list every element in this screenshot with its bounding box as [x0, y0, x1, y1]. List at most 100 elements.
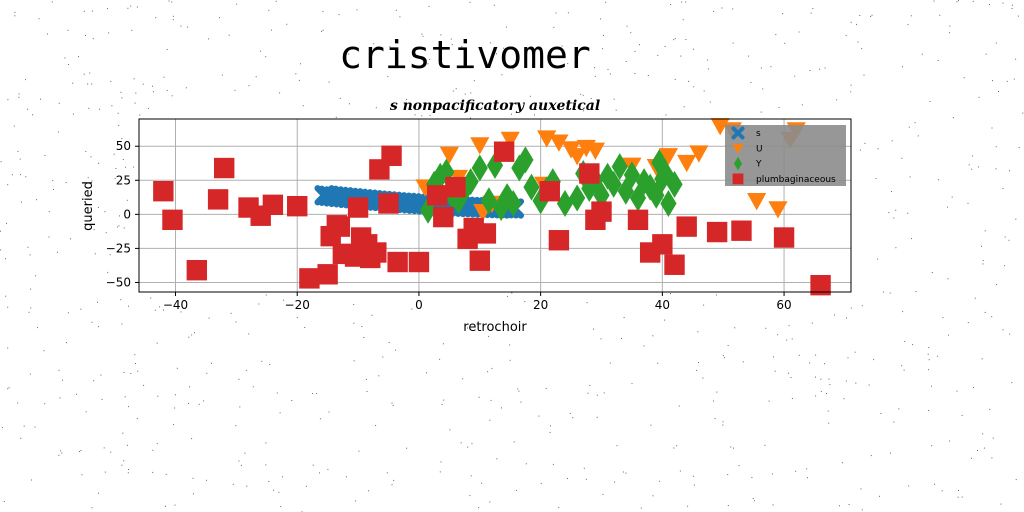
noise-dot [623, 317, 625, 318]
noise-dot [155, 17, 157, 19]
noise-dot [664, 46, 666, 47]
data-point [381, 145, 402, 166]
noise-dot [569, 412, 571, 414]
data-point [347, 197, 369, 218]
noise-dot [72, 113, 74, 115]
noise-dot [995, 168, 997, 170]
noise-dot [630, 32, 632, 34]
noise-dot [238, 460, 240, 462]
data-point [317, 264, 338, 285]
noise-dot [910, 15, 912, 17]
data-point [517, 146, 534, 174]
noise-dot [772, 504, 774, 506]
noise-dot [961, 496, 963, 498]
noise-dot [258, 303, 260, 305]
noise-dot [1008, 239, 1010, 241]
noise-dot [1004, 236, 1006, 238]
noise-dot [875, 178, 877, 180]
noise-dot [1015, 218, 1017, 220]
noise-dot [76, 393, 77, 395]
noise-dot [159, 306, 161, 308]
noise-dot [841, 462, 843, 464]
noise-dot [180, 311, 182, 313]
noise-dot [845, 380, 847, 382]
noise-dot [316, 393, 318, 394]
data-point [591, 201, 612, 222]
noise-dot [35, 275, 36, 277]
noise-dot [295, 73, 297, 75]
noise-dot [947, 206, 948, 208]
noise-dot [721, 7, 723, 9]
noise-dot [460, 442, 462, 444]
noise-dot [375, 425, 377, 426]
noise-dot [652, 495, 654, 497]
noise-dot [596, 394, 598, 396]
noise-dot [928, 347, 930, 349]
noise-dot [388, 342, 390, 343]
noise-dot [928, 359, 930, 361]
noise-dot [788, 372, 790, 374]
y-tick-label: 25 [116, 173, 131, 187]
noise-dot [972, 155, 973, 157]
noise-dot [80, 450, 82, 451]
noise-dot [18, 93, 20, 95]
noise-dot [958, 490, 959, 491]
noise-dot [961, 414, 963, 416]
noise-dot [585, 478, 587, 480]
noise-dot [854, 351, 856, 353]
noise-dot [933, 0, 935, 2]
noise-dot [240, 464, 242, 466]
noise-dot [937, 355, 939, 357]
noise-dot [1002, 188, 1004, 189]
data-point [773, 227, 795, 248]
noise-dot [387, 76, 389, 78]
noise-dot [275, 0, 277, 2]
noise-dot [188, 402, 189, 404]
noise-dot [982, 260, 984, 262]
noise-dot [481, 482, 483, 484]
noise-dot [17, 150, 19, 152]
noise-dot [271, 29, 272, 31]
noise-dot [941, 490, 943, 492]
noise-dot [265, 442, 267, 444]
noise-dot [798, 354, 800, 356]
noise-dot [441, 404, 443, 405]
noise-dot [602, 493, 604, 495]
noise-dot [83, 10, 85, 12]
noise-dot [126, 444, 128, 446]
noise-dot [727, 505, 729, 506]
noise-dot [85, 150, 87, 152]
noise-dot [461, 46, 463, 48]
noise-dot [375, 107, 377, 109]
noise-dot [772, 356, 774, 358]
noise-dot [478, 507, 480, 509]
noise-dot [795, 470, 797, 472]
data-point [747, 193, 767, 211]
x-tick-label: 20 [533, 298, 548, 312]
noise-dot [154, 309, 156, 311]
noise-dot [120, 299, 122, 301]
noise-dot [166, 89, 168, 91]
noise-dot [111, 105, 113, 107]
noise-dot [1018, 146, 1020, 148]
data-point [419, 196, 437, 224]
noise-dot [382, 356, 384, 358]
noise-dot [428, 5, 430, 7]
noise-dot [583, 467, 585, 469]
noise-dot [727, 345, 729, 346]
noise-dot [135, 363, 136, 364]
noise-dot [104, 211, 106, 213]
noise-dot [973, 387, 974, 389]
noise-dot [121, 138, 123, 140]
noise-dot [567, 63, 569, 65]
noise-dot [670, 293, 671, 295]
noise-dot [126, 199, 128, 201]
data-point [470, 137, 490, 155]
noise-dot [657, 54, 659, 56]
noise-dot [312, 393, 314, 394]
noise-dot [681, 1, 683, 3]
legend-marker [731, 126, 745, 140]
noise-dot [5, 295, 7, 297]
noise-dot [751, 477, 753, 478]
noise-dot [614, 481, 616, 483]
